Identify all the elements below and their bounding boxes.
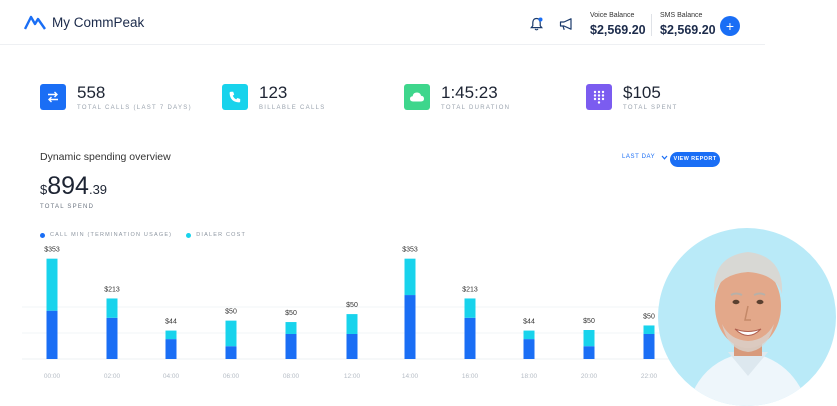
stat-label: TOTAL DURATION [441,105,511,111]
bar-call-min [165,339,177,359]
sms-balance-value: $2,569.20 [660,23,716,37]
stat-billable-calls: 123 BILLABLE CALLS [222,84,326,111]
bar-call-min [346,333,358,359]
bell-icon[interactable] [530,17,543,36]
total-spend-value: $894.39 [40,172,107,201]
spending-bar-chart: $353 00:00 $213 02:00 $44 04:00 $50 06:00 $50 08:… [22,247,676,380]
bar-data-label: $213 [104,286,120,293]
bar-data-label: $213 [462,286,478,293]
spend-currency: $ [40,182,48,197]
chart-legend: CALL MIN (TERMINATION USAGE) DIALER COST [40,232,246,238]
add-balance-button[interactable]: + [720,16,740,36]
legend-item-call-min: CALL MIN (TERMINATION USAGE) [40,232,172,238]
stat-total-spent: $105 TOTAL SPENT [586,84,678,111]
legend-label: DIALER COST [196,232,247,238]
bar-data-label: $353 [402,247,418,254]
bar-call-min [106,317,118,359]
stat-value: $105 [623,83,661,102]
x-tick-label: 00:00 [44,373,61,380]
bar-data-label: $50 [346,302,358,309]
legend-dot [40,232,45,238]
bar-dialer-cost [225,320,237,347]
bar-dialer-cost [643,325,655,334]
legend-item-dialer-cost: DIALER COST [186,232,246,238]
bar-call-min [46,310,58,359]
bar-dialer-cost [346,314,358,334]
view-report-button[interactable]: VIEW REPORT [670,152,720,167]
stat-total-calls: 558 TOTAL CALLS (LAST 7 DAYS) [40,84,192,111]
phone-icon [222,84,248,110]
stat-label: TOTAL CALLS (LAST 7 DAYS) [77,105,192,111]
bar-call-min [404,295,416,359]
bar-call-min [643,333,655,359]
bar-data-label: $50 [225,309,237,316]
app-logo[interactable]: My CommPeak [24,14,144,30]
bar-call-min [464,317,476,359]
x-tick-label: 02:00 [104,373,121,380]
presenter-photo [658,228,836,406]
transfer-arrows-icon [40,84,66,110]
stat-total-duration: 1:45:23 TOTAL DURATION [404,84,510,111]
legend-label: CALL MIN (TERMINATION USAGE) [50,232,173,238]
bar-data-label: $50 [285,310,297,317]
bar-call-min [523,339,535,359]
stat-value: 558 [77,83,106,102]
bar-data-label: $50 [583,318,595,325]
voice-balance: Voice Balance $2,569.20 [590,12,646,37]
bar-dialer-cost [583,330,595,347]
bar-call-min [285,333,297,359]
megaphone-icon[interactable] [559,17,574,36]
x-tick-label: 14:00 [402,373,419,380]
bar-data-label: $44 [523,319,535,326]
x-tick-label: 16:00 [462,373,479,380]
sms-balance: SMS Balance $2,569.20 [660,12,716,37]
x-tick-label: 08:00 [283,373,300,380]
total-spend-label: TOTAL SPEND [40,204,95,210]
overview-title: Dynamic spending overview [40,151,171,163]
legend-dot [186,232,192,238]
bar-dialer-cost [285,322,297,334]
x-tick-label: 18:00 [521,373,538,380]
spend-whole: 894 [47,172,89,200]
bar-dialer-cost [46,258,58,311]
voice-balance-value: $2,569.20 [590,23,646,37]
bar-dialer-cost [404,258,416,296]
cloud-icon [404,84,430,110]
bar-data-label: $353 [44,247,60,254]
commpeak-logo-icon [24,15,46,30]
bar-data-label: $44 [165,319,177,326]
bar-dialer-cost [523,330,535,340]
x-tick-label: 04:00 [163,373,180,380]
period-dropdown[interactable]: LAST DAY [622,154,668,160]
balance-divider [651,14,652,36]
bar-dialer-cost [464,298,476,318]
voice-balance-label: Voice Balance [590,12,635,19]
stat-label: BILLABLE CALLS [259,105,326,111]
stat-value: 1:45:23 [441,83,498,102]
bar-dialer-cost [165,330,177,340]
x-tick-label: 12:00 [344,373,361,380]
bar-call-min [225,346,237,359]
bar-dialer-cost [106,298,118,318]
top-bar: My CommPeak Voice Balance $2,569.20 SMS … [0,0,765,45]
period-label: LAST DAY [622,154,656,160]
stat-label: TOTAL SPENT [623,105,678,111]
stat-value: 123 [259,83,288,102]
bar-data-label: $50 [643,313,655,320]
x-tick-label: 20:00 [581,373,598,380]
app-name: My CommPeak [52,14,145,30]
chevron-down-icon [661,155,668,160]
dialpad-icon [586,84,612,110]
spend-decimal: .39 [88,182,108,197]
sms-balance-label: SMS Balance [660,12,703,19]
bar-call-min [583,346,595,359]
x-tick-label: 06:00 [223,373,240,380]
x-tick-label: 22:00 [641,373,658,380]
